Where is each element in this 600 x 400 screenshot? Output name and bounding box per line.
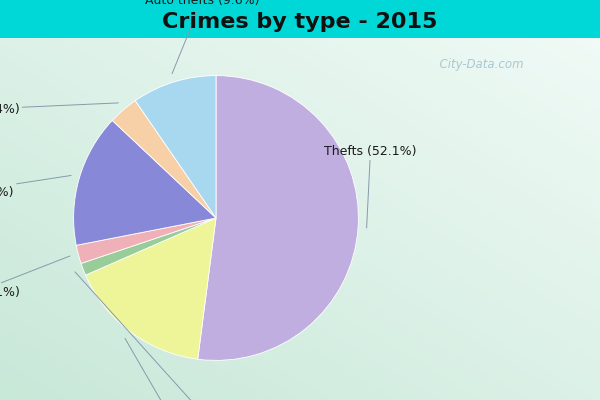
Text: Crimes by type - 2015: Crimes by type - 2015: [163, 12, 437, 32]
Wedge shape: [135, 76, 216, 218]
Text: Rapes (2.1%): Rapes (2.1%): [0, 256, 70, 298]
Wedge shape: [112, 101, 216, 218]
Wedge shape: [86, 218, 216, 359]
Text: City-Data.com: City-Data.com: [432, 58, 524, 71]
Text: Auto thefts (9.6%): Auto thefts (9.6%): [145, 0, 259, 74]
Text: Assaults (15.1%): Assaults (15.1%): [0, 176, 71, 199]
Wedge shape: [74, 120, 216, 245]
Text: Thefts (52.1%): Thefts (52.1%): [324, 144, 417, 228]
Text: Arson (1.4%): Arson (1.4%): [75, 272, 268, 400]
Wedge shape: [198, 76, 358, 360]
Text: Burglaries (16.4%): Burglaries (16.4%): [118, 338, 235, 400]
Wedge shape: [76, 218, 216, 264]
Wedge shape: [81, 218, 216, 275]
Text: Robberies (3.4%): Robberies (3.4%): [0, 103, 118, 116]
